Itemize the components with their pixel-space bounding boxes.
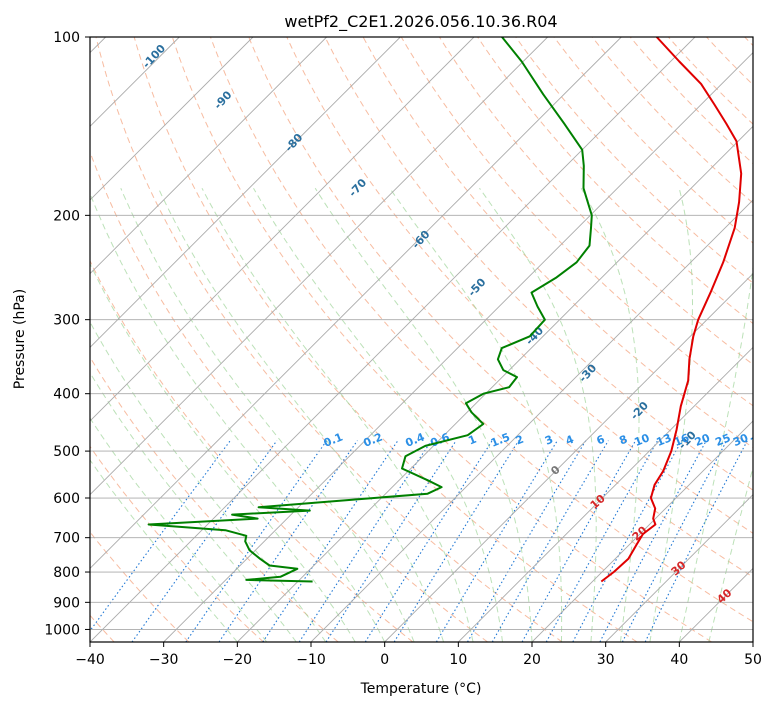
isotherm-line	[163, 52, 753, 642]
isotherm-line	[90, 37, 475, 422]
plot-frame	[89, 36, 754, 643]
isotherm-line	[90, 37, 696, 642]
dry-adiabat-line	[90, 259, 414, 642]
moist-adiabat-line	[90, 459, 238, 642]
mixing-ratio-label: 2	[514, 433, 526, 448]
plot-area	[90, 37, 753, 642]
dry-adiabat-line	[210, 37, 753, 623]
x-tick-label: 10	[449, 652, 467, 668]
x-tick-label: 40	[670, 652, 688, 668]
mixing-ratio-line	[185, 440, 328, 642]
dewpoint-line	[147, 37, 593, 583]
x-tick-label: −10	[296, 652, 326, 668]
dry-adiabat-line	[515, 37, 753, 284]
x-tick-label: 20	[523, 652, 541, 668]
isotherm-line	[237, 125, 753, 642]
isotherms	[90, 37, 753, 642]
isotherm-line	[605, 494, 753, 642]
dry-adiabat-line	[171, 37, 712, 642]
mixing-ratio-line	[467, 440, 587, 642]
x-tick-label: −30	[149, 652, 179, 668]
mixing-ratio-line	[218, 440, 358, 642]
moist-adiabat-line	[580, 187, 640, 642]
chart-title: wetPf2_C2E1.2026.056.10.36.R04	[284, 12, 557, 32]
y-tick-label: 300	[53, 313, 80, 329]
dry-adiabats	[90, 37, 753, 642]
y-tick-label: 600	[53, 491, 80, 507]
temperature-line	[600, 37, 743, 583]
y-axis-ticks: 100 200 300 400 500 600 700 800 900 1000	[44, 30, 90, 638]
isotherm-line	[90, 37, 401, 348]
isotherm-line	[531, 420, 753, 642]
dry-adiabat-line	[400, 37, 753, 407]
dry-adiabat-line	[477, 37, 753, 325]
y-tick-label: 1000	[44, 622, 80, 638]
moist-adiabat-line	[90, 192, 386, 642]
moist-adiabat-line	[201, 187, 474, 642]
x-axis-label: Temperature (°C)	[360, 681, 482, 697]
y-tick-label: 100	[53, 30, 80, 46]
y-axis-label: Pressure (hPa)	[12, 289, 28, 389]
mixing-ratio-line	[599, 440, 707, 642]
moist-adiabat-line	[479, 187, 597, 642]
x-tick-label: 0	[380, 652, 389, 668]
y-tick-label: 400	[53, 387, 80, 403]
x-axis-ticks: −40 −30 −20 −10 0 10 20 30 40 50	[75, 642, 762, 668]
mixing-ratio-label: 16	[672, 431, 691, 449]
y-tick-label: 200	[53, 208, 80, 224]
moist-adiabat-line	[90, 262, 356, 642]
mixing-ratio-line	[131, 440, 278, 642]
moist-adiabat-line	[90, 321, 327, 642]
dry-adiabat-line	[95, 37, 563, 642]
isotherm-line	[310, 199, 753, 642]
dry-adiabat-line	[629, 37, 753, 165]
mixing-ratio-label: 25	[713, 431, 732, 449]
mixing-ratio-label: 3	[543, 433, 555, 448]
y-tick-label: 500	[53, 444, 80, 460]
y-tick-label: 900	[53, 595, 80, 611]
isotherm-line	[90, 37, 254, 201]
mixing-ratio-label: 30	[731, 431, 750, 449]
isotherm-line	[458, 346, 753, 642]
x-tick-label: −40	[75, 652, 105, 668]
moist-adiabat-line	[649, 188, 693, 642]
dry-adiabat-line	[133, 37, 638, 642]
mixing-ratio-label: 36	[749, 431, 768, 449]
isotherm-line	[90, 37, 622, 569]
mixing-ratio-lines	[90, 440, 748, 642]
mixing-ratio-line	[298, 440, 432, 642]
mixing-ratio-line	[621, 440, 728, 642]
mixing-ratio-line	[491, 440, 609, 642]
y-tick-label: 700	[53, 531, 80, 547]
mixing-ratio-label: 8	[617, 433, 629, 448]
x-tick-label: −20	[223, 652, 253, 668]
mixing-ratio-label: 20	[693, 431, 712, 449]
dry-adiabat-line	[591, 37, 753, 204]
mixing-ratio-label: 10	[632, 431, 651, 449]
moist-adiabat-line	[389, 187, 563, 642]
mixing-ratio-line	[90, 440, 231, 632]
isotherm-line	[90, 37, 327, 275]
mixing-ratio-line	[521, 440, 637, 642]
mixing-ratio-line	[644, 440, 748, 642]
sounding-series	[147, 37, 743, 583]
mixing-ratio-line	[262, 440, 399, 642]
x-tick-label: 30	[597, 652, 615, 668]
moist-adiabat-line	[678, 263, 753, 642]
dry-adiabat-line	[248, 37, 753, 578]
y-tick-label: 800	[53, 565, 80, 581]
x-tick-label: 50	[744, 652, 762, 668]
mixing-ratio-label: 13	[654, 431, 673, 449]
moist-adiabat-line	[253, 187, 503, 642]
mixing-ratio-label: 1	[466, 433, 478, 448]
mixing-ratio-line	[393, 440, 520, 642]
moist-adiabat-line	[120, 188, 415, 642]
mixing-ratio-line	[435, 440, 558, 642]
dry-adiabat-line	[90, 445, 264, 642]
dry-adiabat-line	[324, 37, 753, 491]
isotherm-line	[90, 37, 548, 496]
isotherm-line	[384, 273, 753, 642]
isobars	[90, 37, 753, 630]
